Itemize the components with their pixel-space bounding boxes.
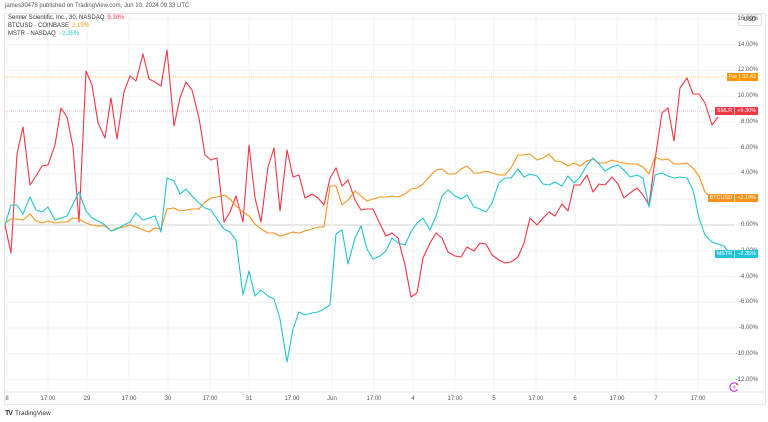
publisher-info: james30478 published on TradingView.com,… [5, 3, 190, 9]
legend-value-smlr: 9.30% [107, 15, 125, 21]
x-tick-label: 31 [245, 396, 253, 402]
x-tick-label: 17:00 [40, 396, 56, 402]
legend-item-smlr[interactable]: Semler Scientific, Inc., 30, NASDAQ 9.30% [8, 15, 125, 21]
x-tick-label: 17:00 [690, 396, 706, 402]
x-tick-label: 17:00 [121, 396, 137, 402]
price-tag-smlr: SMLR +9.30% [714, 107, 758, 115]
y-tick-label: 14.00% [737, 41, 758, 48]
y-tick-label: 6.00% [740, 144, 758, 151]
x-tick-label: 17:00 [202, 396, 218, 402]
snapshot-bolt-icon[interactable] [728, 381, 740, 393]
x-tick-label: 4 [411, 396, 415, 402]
series-line-btcusd[interactable] [4, 153, 713, 237]
y-tick-label: -10.00% [735, 350, 758, 357]
legend-value-btcusd: 2.19% [72, 23, 90, 29]
x-tick-label: 17:00 [284, 396, 300, 402]
x-tick-label: 5 [492, 396, 496, 402]
x-tick-label: 29 [83, 396, 91, 402]
x-tick-label: 17:00 [528, 396, 544, 402]
y-tick-label: 0.00% [740, 222, 758, 228]
legend-item-mstr[interactable]: MSTR · NASDAQ −2.35% [8, 31, 80, 37]
y-tick-label: -12.00% [735, 376, 758, 383]
tradingview-logo[interactable]: TV TradingView [5, 410, 51, 417]
currency-button[interactable]: USD [738, 14, 762, 26]
y-tick-label: -8.00% [738, 325, 758, 332]
tv-logo-icon: TV [5, 410, 13, 417]
y-tick-label: -6.00% [738, 299, 758, 306]
x-tick-label: Jun [327, 396, 337, 402]
x-tick-label: 17:00 [447, 396, 463, 402]
y-tick-label: 8.00% [740, 118, 758, 125]
price-tag-btcusd: BTCUSD +2.19% [707, 194, 758, 202]
y-tick-label: 16.00% [737, 15, 758, 22]
legend-item-btcusd[interactable]: BTCUSD · COINBASE 2.19% [8, 23, 90, 29]
x-tick-label: 8 [5, 396, 9, 402]
y-tick-label: 4.00% [740, 170, 758, 177]
x-tick-label: 6 [573, 396, 577, 402]
x-tick-label: 30 [164, 396, 172, 402]
legend-value-mstr: −2.35% [58, 31, 80, 37]
y-tick-label: -4.00% [738, 273, 758, 280]
x-tick-label: 17:00 [609, 396, 625, 402]
y-tick-label: 12.00% [737, 67, 758, 74]
x-tick-label: 17:00 [366, 396, 382, 402]
series-line-smlr[interactable] [4, 49, 719, 298]
y-tick-label: 10.00% [737, 93, 758, 100]
x-tick-label: 7 [654, 396, 658, 402]
legend: Semler Scientific, Inc., 30, NASDAQ 9.30%… [8, 14, 124, 38]
price-tag-pre: Pre 32.42 [726, 73, 758, 81]
chart-frame [4, 13, 766, 405]
price-tag-mstr: MSTR −2.35% [714, 250, 758, 258]
series-line-mstr[interactable] [4, 157, 731, 363]
